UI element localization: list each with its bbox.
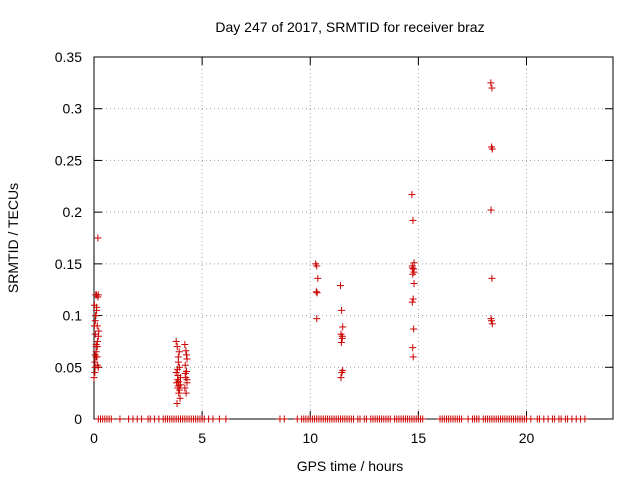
data-point <box>487 315 495 323</box>
data-point <box>487 206 495 214</box>
data-point <box>172 368 180 376</box>
data-point <box>215 415 223 423</box>
data-point <box>177 381 184 389</box>
data-point <box>182 347 190 355</box>
data-point <box>488 320 496 328</box>
x-tick-label: 20 <box>519 430 535 446</box>
data-point <box>338 306 346 314</box>
data-point <box>313 289 321 297</box>
data-point <box>408 298 416 306</box>
y-tick-label: 0.15 <box>55 256 82 272</box>
chart-title: Day 247 of 2017, SRMTID for receiver bra… <box>215 19 484 35</box>
data-point <box>458 415 466 423</box>
data-point <box>93 322 101 330</box>
data-point <box>313 262 321 270</box>
data-point <box>338 368 346 376</box>
y-tick-label: 0 <box>74 411 82 427</box>
data-point <box>172 337 180 345</box>
data-point <box>176 394 184 402</box>
data-point <box>488 145 496 153</box>
x-tick-label: 0 <box>90 430 98 446</box>
data-point <box>116 415 124 423</box>
data-point <box>313 315 321 323</box>
y-axis-label: SRMTID / TECUs <box>5 183 21 293</box>
data-point <box>93 337 101 345</box>
data-point <box>93 361 101 369</box>
data-point <box>410 325 418 333</box>
data-point <box>410 259 418 267</box>
data-point <box>173 399 181 407</box>
data-point <box>410 268 418 276</box>
data-point <box>173 343 181 351</box>
data-point <box>107 415 115 423</box>
y-tick-label: 0.1 <box>63 308 83 324</box>
data-point <box>95 327 103 335</box>
data-point <box>175 348 183 356</box>
y-tick-label: 0.35 <box>55 49 82 65</box>
data-point <box>209 415 217 423</box>
data-point <box>175 389 183 397</box>
y-tick-label: 0.05 <box>55 359 82 375</box>
data-point <box>91 330 99 338</box>
data-point <box>94 293 102 301</box>
x-axis-label: GPS time / hours <box>297 458 404 474</box>
data-point <box>173 365 181 373</box>
data-point <box>488 84 496 92</box>
data-point <box>181 384 189 392</box>
data-point <box>409 344 417 352</box>
data-point <box>93 303 101 311</box>
data-point <box>581 415 589 423</box>
data-point <box>174 358 182 366</box>
data-point <box>92 312 100 320</box>
data-point <box>409 216 417 224</box>
data-point <box>337 338 345 346</box>
data-points <box>90 79 589 423</box>
y-tick-label: 0.2 <box>63 204 83 220</box>
y-tick-labels: 0 0.05 0.1 0.15 0.2 0.25 0.3 0.35 <box>55 49 82 427</box>
data-point <box>419 415 427 423</box>
data-point <box>280 415 288 423</box>
data-point <box>409 353 417 361</box>
y-tick-label: 0.25 <box>55 152 82 168</box>
x-tick-label: 5 <box>198 430 206 446</box>
x-tick-labels: 0 5 10 15 20 <box>90 430 534 446</box>
data-point <box>339 323 347 331</box>
data-point <box>92 341 100 349</box>
data-point <box>488 274 496 282</box>
data-point <box>338 332 346 340</box>
data-point <box>527 415 535 423</box>
plot-frame <box>93 56 614 420</box>
data-point <box>222 415 230 423</box>
data-point <box>176 386 184 394</box>
data-point <box>487 79 495 87</box>
axis-ticks <box>93 56 613 420</box>
data-point <box>138 415 146 423</box>
data-point <box>90 374 98 382</box>
y-tick-label: 0.3 <box>63 101 83 117</box>
grid-lines <box>94 57 613 419</box>
data-point <box>183 351 191 359</box>
data-point <box>91 368 99 376</box>
data-point <box>181 341 189 349</box>
data-point <box>337 282 345 290</box>
data-point <box>91 351 99 359</box>
data-point <box>175 378 183 386</box>
data-point <box>174 372 182 380</box>
data-point <box>410 280 418 288</box>
data-point <box>312 288 320 296</box>
data-point <box>183 376 191 384</box>
x-tick-label: 10 <box>302 430 318 446</box>
data-point <box>94 234 102 242</box>
data-point <box>408 264 416 272</box>
data-point <box>337 374 345 382</box>
data-point <box>409 295 417 303</box>
data-point <box>181 369 189 377</box>
data-point <box>181 361 189 369</box>
data-point <box>182 389 190 397</box>
data-point <box>314 274 322 282</box>
x-tick-label: 15 <box>411 430 427 446</box>
data-point <box>408 191 416 199</box>
